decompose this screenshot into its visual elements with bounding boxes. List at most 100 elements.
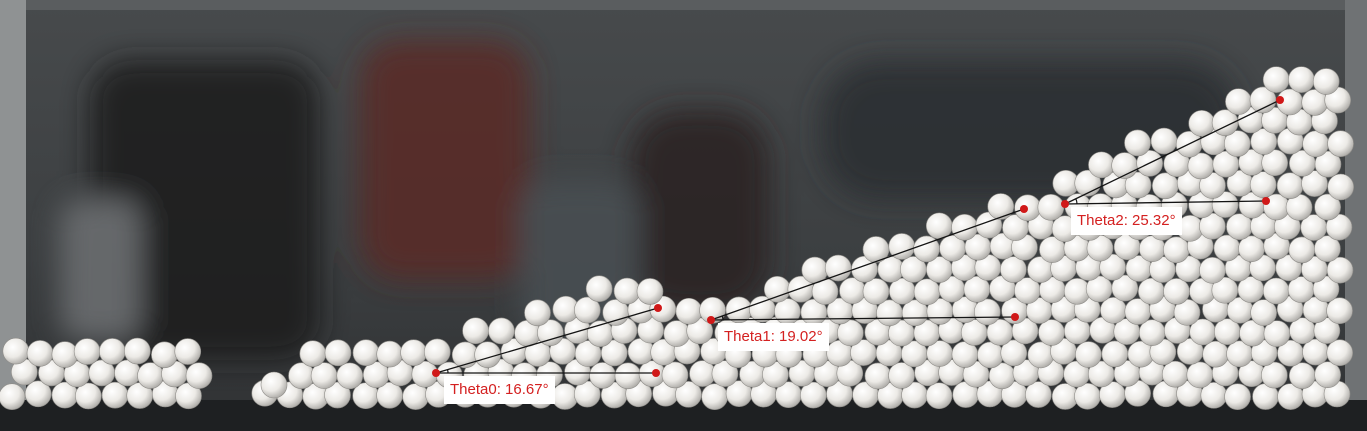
bead [1199, 257, 1226, 284]
bead [636, 278, 664, 305]
bead [1111, 274, 1139, 302]
theta1-baseline-point[interactable] [1011, 313, 1019, 321]
bead [1250, 299, 1277, 326]
tank-top-edge [0, 0, 1367, 10]
theta0-slope-line [435, 307, 659, 374]
bead [763, 275, 791, 303]
bead [551, 383, 579, 410]
bead [75, 382, 102, 410]
bead [1075, 341, 1102, 368]
bead [260, 371, 288, 399]
bead [1250, 128, 1278, 155]
bead [675, 297, 703, 325]
theta2-angle-arc [1075, 198, 1078, 205]
bead [0, 383, 26, 410]
bead [376, 340, 403, 368]
bead [352, 339, 380, 366]
theta2-baseline-point[interactable] [1262, 197, 1270, 205]
theta2-slope-line [1064, 99, 1281, 205]
bead [801, 256, 829, 284]
theta0-slope-point[interactable] [654, 304, 662, 312]
bead [1312, 68, 1340, 95]
theta1-slope-point[interactable] [1020, 205, 1028, 213]
bead [73, 338, 101, 365]
bead [324, 381, 351, 409]
bead [336, 362, 364, 390]
bead [423, 338, 451, 366]
bead [1302, 130, 1329, 158]
bead [1124, 171, 1152, 199]
bead [1025, 381, 1052, 408]
bead [1199, 212, 1226, 240]
theta1-vertex-point[interactable] [707, 316, 715, 324]
bead [174, 338, 202, 365]
theta2-annotation [1061, 96, 1284, 208]
bead [824, 254, 852, 282]
theta0-annotation [432, 304, 662, 377]
bead [1088, 151, 1115, 179]
theta2-slope-point[interactable] [1276, 96, 1284, 104]
bead [925, 212, 953, 240]
bead [888, 362, 915, 389]
bead [574, 296, 601, 324]
theta0-vertex-point[interactable] [432, 369, 440, 377]
bead [1202, 340, 1229, 368]
bead [864, 362, 892, 390]
bead [2, 337, 30, 365]
bead [324, 339, 352, 367]
bead [1314, 150, 1342, 178]
bead [1325, 213, 1353, 241]
bead [24, 380, 52, 408]
bead [151, 341, 178, 369]
bead [987, 193, 1015, 220]
theta1-annotation [707, 205, 1028, 324]
bead [1312, 275, 1340, 303]
bead [661, 361, 689, 389]
bead [1225, 88, 1252, 115]
bead [614, 362, 642, 390]
bead [1161, 360, 1189, 388]
bead [1276, 172, 1304, 200]
tank-right-wall [1345, 0, 1367, 431]
bead [1037, 194, 1065, 221]
bead [1326, 256, 1354, 284]
bead [1250, 339, 1278, 367]
bead [663, 320, 691, 347]
bead [1163, 278, 1190, 305]
theta1-slope-line [710, 208, 1025, 321]
bead [585, 275, 613, 302]
bead [1288, 236, 1316, 264]
bead [1288, 362, 1316, 389]
bead [1326, 339, 1354, 367]
bead [837, 319, 864, 347]
theta0-baseline-point[interactable] [652, 369, 660, 377]
bead [1249, 171, 1277, 198]
bead [1027, 341, 1055, 369]
bead [185, 362, 213, 389]
bead [1000, 256, 1027, 283]
bead [1262, 277, 1290, 305]
bead [701, 383, 728, 410]
bead [1100, 297, 1127, 324]
theta2-label: Theta2: 25.32° [1071, 207, 1182, 235]
bead [973, 298, 1001, 326]
bead [51, 341, 79, 368]
bead [1314, 193, 1341, 221]
bead [1327, 130, 1354, 157]
bead [101, 381, 129, 409]
theta2-vertex-point[interactable] [1061, 200, 1069, 208]
bead [1099, 253, 1126, 281]
bead [925, 382, 953, 410]
bead [613, 277, 641, 305]
bead [524, 299, 551, 327]
bead [675, 381, 702, 408]
theta1-label: Theta1: 19.02° [718, 323, 829, 351]
bead [26, 340, 54, 367]
bead [488, 317, 515, 345]
theta2-baseline [1064, 200, 1267, 205]
bead [299, 340, 327, 367]
bead [1262, 66, 1290, 93]
bead [1288, 66, 1315, 93]
bead [1000, 339, 1028, 367]
